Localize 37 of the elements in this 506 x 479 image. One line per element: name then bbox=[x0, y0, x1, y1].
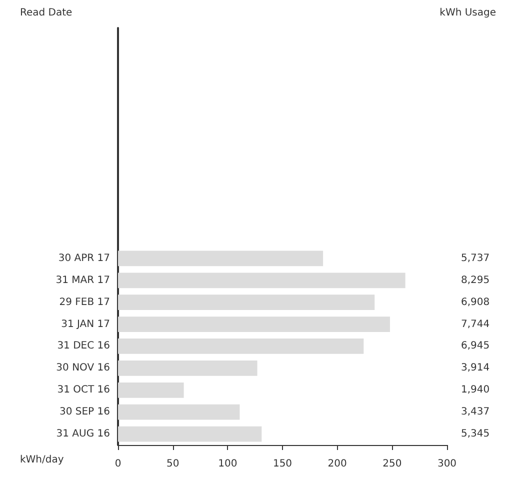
y2-tick-label: 3,914 bbox=[461, 362, 490, 374]
y2-axis-title: kWh Usage bbox=[440, 8, 496, 18]
x-tick-label: 0 bbox=[114, 458, 122, 470]
y-tick-label: 29 FEB 17 bbox=[59, 296, 110, 308]
y-tick-label: 30 SEP 16 bbox=[59, 406, 110, 418]
y-tick-label: 31 OCT 16 bbox=[57, 384, 110, 396]
x-tick-label: 200 bbox=[328, 458, 347, 470]
y-tick-label: 30 NOV 16 bbox=[56, 362, 110, 374]
bar bbox=[118, 250, 324, 266]
bar bbox=[118, 272, 406, 288]
y2-tick-label: 5,737 bbox=[461, 252, 490, 264]
y2-tick-label: 8,295 bbox=[461, 274, 490, 286]
y-tick-label: 31 MAR 17 bbox=[56, 274, 110, 286]
x-tick-label: 50 bbox=[166, 458, 180, 470]
bar bbox=[118, 360, 258, 376]
bar bbox=[118, 316, 390, 332]
y-tick-label: 31 JAN 17 bbox=[61, 318, 110, 330]
y-tick-label: 30 APR 17 bbox=[58, 252, 110, 264]
y2-tick-label: 1,940 bbox=[461, 384, 490, 396]
y-tick-label: 31 DEC 16 bbox=[57, 340, 110, 352]
y-axis-title: Read Date bbox=[20, 8, 72, 18]
bar bbox=[118, 338, 364, 354]
y2-tick-label: 5,345 bbox=[461, 428, 490, 440]
x-axis-title: kWh/day bbox=[20, 454, 64, 466]
y-tick-label: 31 AUG 16 bbox=[56, 428, 110, 440]
y2-tick-label: 6,908 bbox=[461, 296, 490, 308]
x-tick-label: 250 bbox=[382, 458, 402, 470]
bar bbox=[118, 426, 262, 442]
y2-tick-label: 3,437 bbox=[461, 406, 490, 418]
bar bbox=[118, 294, 375, 310]
y2-tick-label: 6,945 bbox=[461, 340, 490, 352]
bar bbox=[118, 404, 240, 420]
y2-tick-label: 7,744 bbox=[461, 318, 490, 330]
x-tick-label: 300 bbox=[437, 458, 457, 470]
x-tick-label: 100 bbox=[218, 458, 238, 470]
bar bbox=[118, 382, 184, 398]
x-tick-label: 150 bbox=[272, 458, 292, 470]
